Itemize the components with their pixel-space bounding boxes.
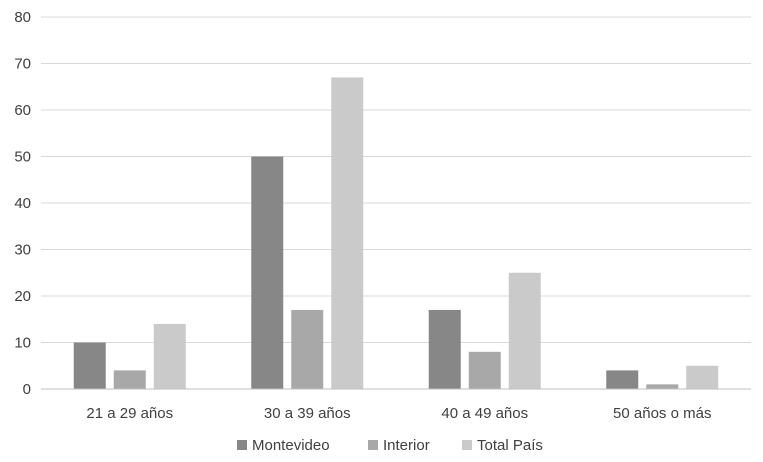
y-tick-label: 40 [14, 195, 31, 212]
y-tick-label: 80 [14, 9, 31, 26]
y-tick-label: 0 [23, 381, 31, 398]
y-tick-label: 20 [14, 288, 31, 305]
legend-label: Interior [383, 437, 430, 454]
x-category-label: 30 a 39 años [264, 405, 351, 422]
bar-total-país-1 [331, 77, 364, 389]
bar-interior-3 [646, 384, 679, 389]
legend-swatch-total-país [462, 440, 472, 450]
y-tick-label: 10 [14, 335, 31, 352]
legend-label: Total País [477, 437, 543, 454]
bar-montevideo-0 [73, 342, 106, 389]
y-axis-ticks: 0 10 20 30 40 50 60 70 80 [14, 9, 31, 398]
bar-interior-1 [291, 309, 324, 389]
bar-total-país-2 [508, 272, 541, 389]
x-category-label: 21 a 29 años [86, 405, 173, 422]
legend-swatch-interior [368, 440, 378, 450]
bar-interior-0 [113, 370, 146, 389]
bar-montevideo-2 [428, 309, 461, 389]
y-tick-label: 60 [14, 102, 31, 119]
gridlines [41, 16, 751, 343]
bar-total-país-0 [153, 323, 186, 389]
y-tick-label: 70 [14, 56, 31, 73]
bar-total-país-3 [686, 365, 719, 389]
legend-label: Montevideo [252, 437, 330, 454]
legend: Montevideo Interior Total País [237, 437, 543, 454]
y-tick-label: 50 [14, 149, 31, 166]
legend-swatch-montevideo [237, 440, 247, 450]
bar-interior-2 [468, 351, 501, 389]
y-tick-label: 30 [14, 242, 31, 259]
bar-montevideo-3 [606, 370, 639, 389]
x-category-label: 50 años o más [613, 405, 711, 422]
x-axis: 21 a 29 años 30 a 39 años 40 a 49 años 50 a… [41, 388, 751, 422]
bar-montevideo-1 [251, 156, 284, 389]
x-category-label: 40 a 49 años [441, 405, 528, 422]
bars [73, 77, 719, 389]
